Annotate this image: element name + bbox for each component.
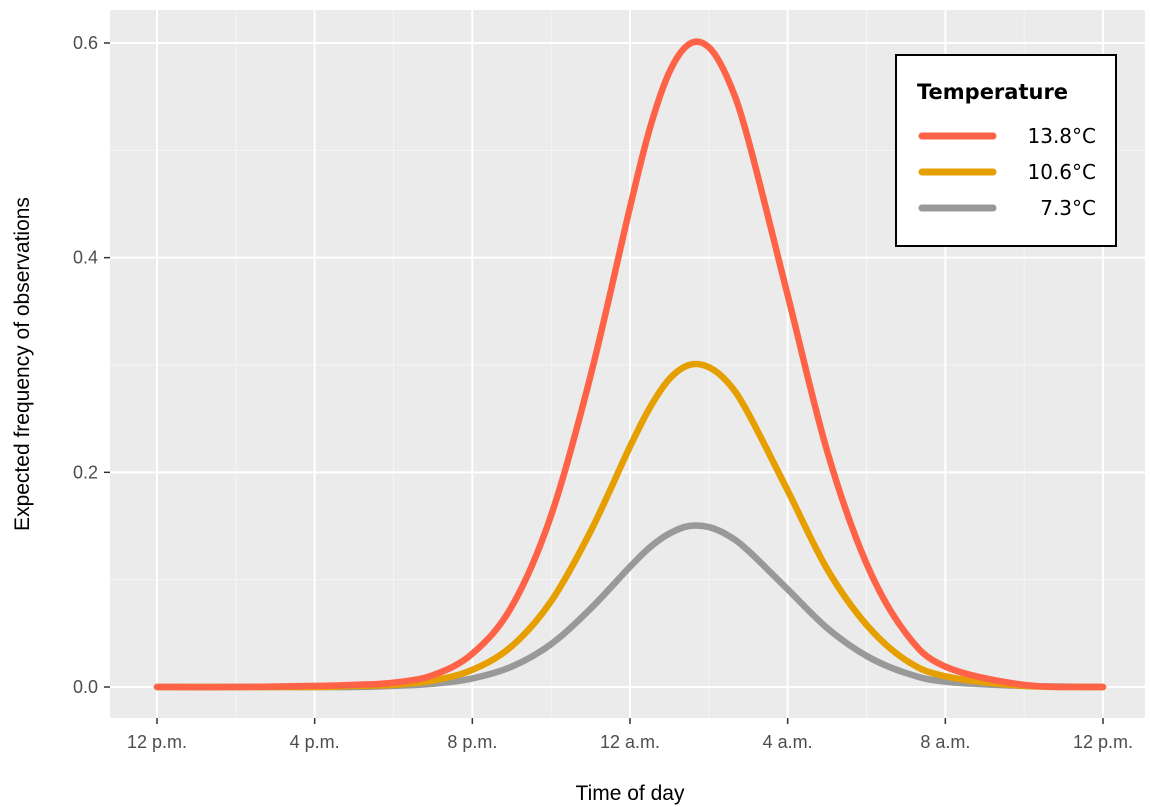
- x-tick-label: 8 a.m.: [920, 732, 970, 752]
- y-axis-title: Expected frequency of observations: [11, 197, 34, 531]
- series-lines: [153, 38, 1107, 691]
- x-tick-label: 4 p.m.: [290, 732, 340, 752]
- legend-items: 13.8°C 10.6°C 7.3°C: [918, 124, 1097, 220]
- major-gridlines: [110, 10, 1145, 718]
- x-tick-label: 12 p.m.: [1073, 732, 1133, 752]
- y-tick-label: 0.6: [73, 33, 98, 53]
- legend-label: 7.3°C: [1040, 196, 1096, 220]
- y-tick-label: 0.2: [73, 462, 98, 482]
- x-axis-ticks: 12 p.m. 4 p.m. 8 p.m. 12 a.m. 4 a.m. 8 a.m. 12…: [127, 718, 1133, 752]
- legend: Temperature 13.8°C 10.6°C 7.3°C: [895, 54, 1117, 247]
- y-tick-label: 0.4: [73, 248, 98, 268]
- x-tick-label: 12 p.m.: [127, 732, 187, 752]
- x-axis-title: Time of day: [576, 782, 685, 805]
- legend-box: [895, 54, 1117, 247]
- y-tick-label: 0.0: [73, 677, 98, 697]
- x-tick-label: 12 a.m.: [600, 732, 660, 752]
- x-tick-label: 4 a.m.: [763, 732, 813, 752]
- y-axis-ticks: 0.0 0.2 0.4 0.6: [73, 33, 110, 697]
- legend-label: 10.6°C: [1028, 160, 1097, 184]
- legend-title: Temperature: [917, 80, 1068, 104]
- x-tick-label: 8 p.m.: [447, 732, 497, 752]
- series-line: [153, 38, 1107, 691]
- legend-label: 13.8°C: [1028, 124, 1097, 148]
